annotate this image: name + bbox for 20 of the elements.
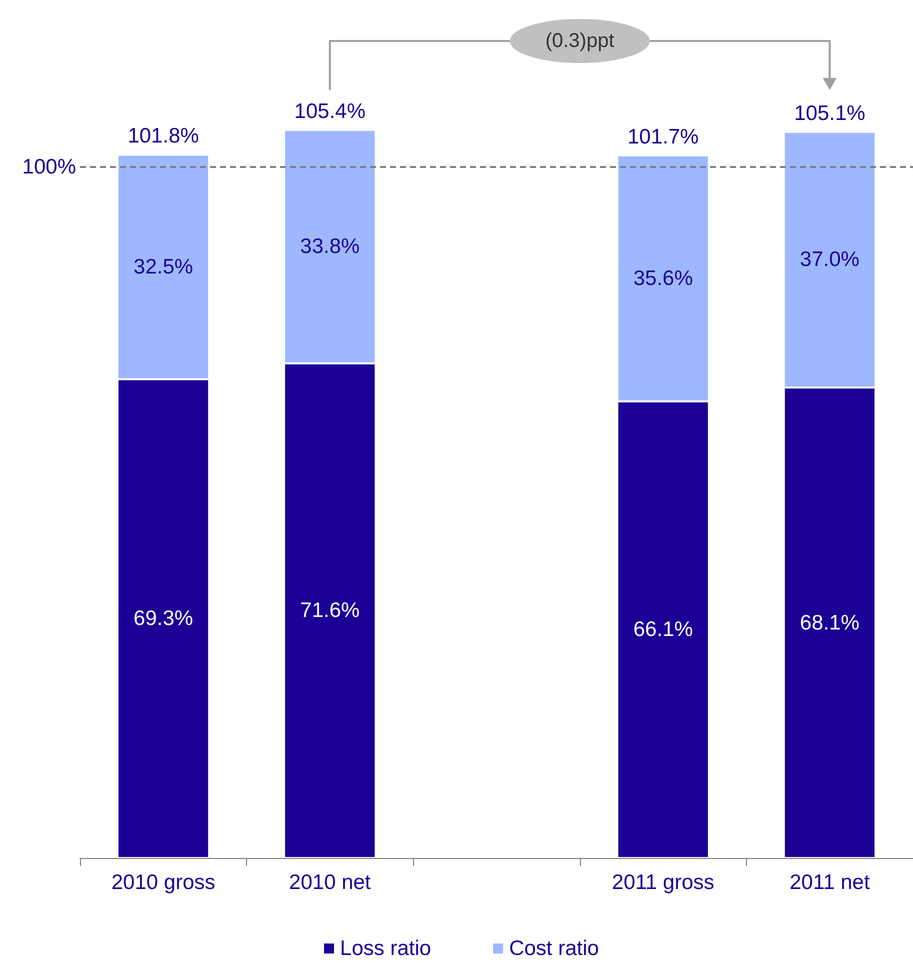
data-label: 37.0% [800,248,860,272]
total-label: 105.1% [794,102,866,125]
data-label: 69.3% [134,607,194,630]
data-label: 32.5% [134,255,194,278]
x-tick-label: 2011 net [790,871,870,894]
data-label: 68.1% [800,611,860,634]
ref-line-label: 100% [22,156,76,179]
text: (0.3)ppt [545,30,615,52]
data-label: 35.6% [633,266,693,290]
legend-label: Loss ratio [340,937,432,960]
x-tick-label: 2010 gross [111,871,216,894]
data-label: 71.6% [300,599,360,622]
total-label: 101.7% [627,125,699,148]
x-tick-label: 2011 gross [612,871,714,894]
total-label: 101.8% [128,124,199,148]
data-label: 33.8% [300,235,360,258]
total-label: 105.4% [294,100,366,123]
legend-label: Cost ratio [509,937,599,960]
x-tick-label: 2010 net [289,871,371,894]
data-label: 66.1% [633,618,693,642]
